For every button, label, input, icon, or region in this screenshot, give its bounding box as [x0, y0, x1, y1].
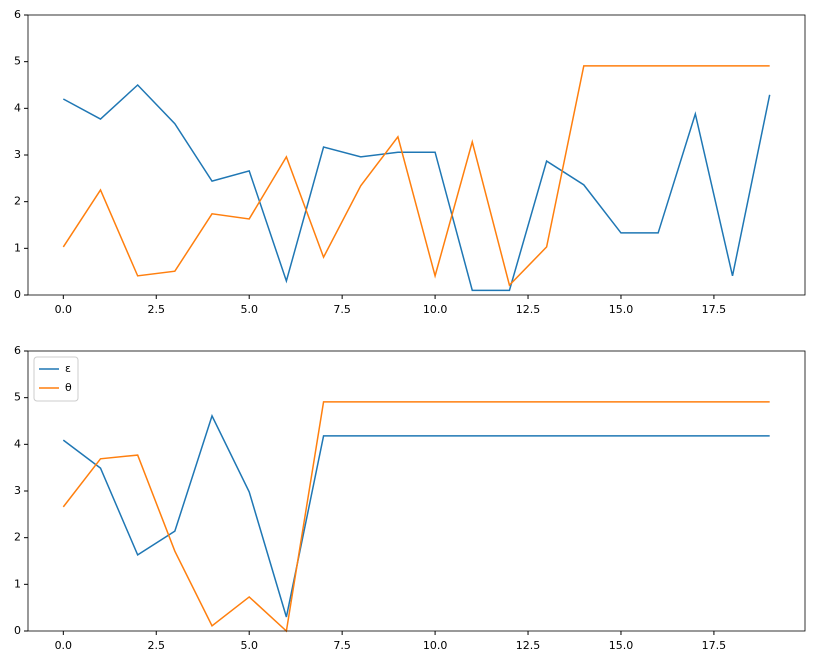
x-tick-label: 7.5: [333, 639, 351, 652]
x-tick-label: 15.0: [609, 303, 634, 316]
x-tick-label: 17.5: [702, 639, 727, 652]
legend-label: θ: [65, 381, 72, 394]
y-tick-label: 0: [14, 288, 21, 301]
x-tick-label: 2.5: [148, 639, 166, 652]
y-tick-label: 3: [14, 484, 21, 497]
axes: 0 1 2 3 4 5 6 0.0 2.5 5.0 7.5 10.0 12.5 15.0 17.5 εθ: [14, 344, 806, 652]
x-tick-label: 0.0: [55, 303, 73, 316]
y-tick-label: 2: [14, 195, 21, 208]
y-tick-label: 1: [14, 241, 21, 254]
x-tick-label: 5.0: [240, 639, 258, 652]
y-tick-label: 6: [14, 344, 21, 357]
axes-frame: [27, 14, 806, 296]
y-tick-label: 5: [14, 55, 21, 68]
x-tick-label: 17.5: [702, 303, 727, 316]
y-tick-label: 5: [14, 391, 21, 404]
y-tick-label: 6: [14, 8, 21, 21]
y-tick-label: 4: [14, 437, 21, 450]
x-tick-label: 5.0: [240, 303, 258, 316]
y-tick-label: 1: [14, 577, 21, 590]
x-tick-label: 10.0: [423, 303, 448, 316]
y-tick-label: 4: [14, 101, 21, 114]
x-tick-label: 15.0: [609, 639, 634, 652]
line: [62, 83, 771, 292]
line: [62, 65, 770, 287]
y-tick-label: 0: [14, 624, 21, 637]
y-tick-label: 3: [14, 148, 21, 161]
legend-label: ε: [65, 362, 71, 375]
legend-box: [33, 356, 79, 402]
legend: εθ: [33, 356, 79, 402]
x-tick-label: 12.5: [516, 303, 541, 316]
axes: 0 1 2 3 4 5 6 0.0 2.5 5.0 7.5 10.0 12.5 15.0 17.5: [14, 8, 806, 316]
x-tick-label: 12.5: [516, 639, 541, 652]
line: [62, 413, 770, 618]
x-tick-label: 0.0: [55, 639, 73, 652]
x-tick-label: 10.0: [423, 639, 448, 652]
x-tick-label: 2.5: [148, 303, 166, 316]
y-tick-label: 2: [14, 531, 21, 544]
x-tick-label: 7.5: [333, 303, 351, 316]
line: [62, 401, 770, 633]
axes-frame: [27, 350, 806, 632]
